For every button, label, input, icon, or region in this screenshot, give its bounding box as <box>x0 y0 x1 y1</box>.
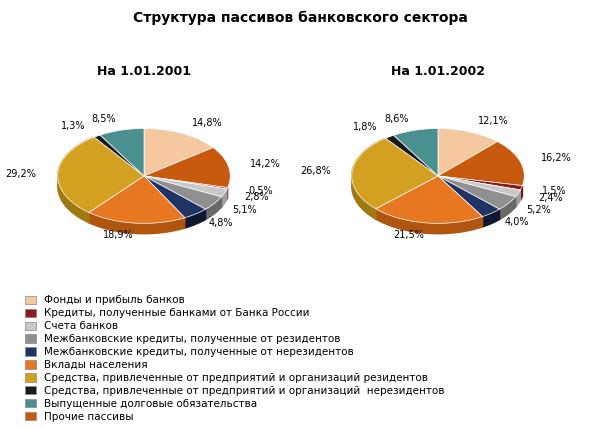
Polygon shape <box>438 176 523 190</box>
Polygon shape <box>438 129 497 176</box>
Text: 14,8%: 14,8% <box>192 118 223 128</box>
Title: На 1.01.2002: На 1.01.2002 <box>391 65 485 79</box>
Text: 8,5%: 8,5% <box>91 114 116 124</box>
Text: Структура пассивов банковского сектора: Структура пассивов банковского сектора <box>133 11 467 25</box>
Polygon shape <box>58 137 94 223</box>
Polygon shape <box>144 176 206 218</box>
Polygon shape <box>144 176 227 189</box>
Polygon shape <box>58 137 144 212</box>
Text: 4,0%: 4,0% <box>505 218 529 227</box>
Text: 2,4%: 2,4% <box>538 193 563 202</box>
Polygon shape <box>386 135 438 176</box>
Text: 1,5%: 1,5% <box>542 186 567 196</box>
Text: 12,1%: 12,1% <box>478 116 509 126</box>
Polygon shape <box>482 209 500 227</box>
Text: 21,5%: 21,5% <box>393 230 424 240</box>
Polygon shape <box>100 129 144 176</box>
Polygon shape <box>438 176 515 209</box>
Polygon shape <box>221 189 227 207</box>
Polygon shape <box>376 176 482 224</box>
Polygon shape <box>438 176 500 217</box>
Polygon shape <box>144 129 213 176</box>
Text: 16,2%: 16,2% <box>541 153 572 163</box>
Text: 8,6%: 8,6% <box>385 114 409 124</box>
Polygon shape <box>89 212 185 234</box>
Title: На 1.01.2001: На 1.01.2001 <box>97 65 191 79</box>
Legend: Фонды и прибыль банков, Кредиты, полученные банками от Банка России, Счета банко: Фонды и прибыль банков, Кредиты, получен… <box>23 293 446 424</box>
Text: 1,3%: 1,3% <box>61 121 85 131</box>
Text: 5,1%: 5,1% <box>232 205 257 215</box>
Polygon shape <box>206 197 221 220</box>
Polygon shape <box>500 196 515 220</box>
Text: 4,8%: 4,8% <box>209 218 233 228</box>
Polygon shape <box>394 129 438 176</box>
Text: 1,8%: 1,8% <box>353 122 377 132</box>
Text: 18,9%: 18,9% <box>103 230 133 240</box>
Polygon shape <box>185 209 206 228</box>
Polygon shape <box>376 209 482 234</box>
Polygon shape <box>89 176 185 224</box>
Text: 5,2%: 5,2% <box>526 205 551 215</box>
Polygon shape <box>438 176 520 196</box>
Polygon shape <box>438 142 524 186</box>
Polygon shape <box>352 138 438 209</box>
Polygon shape <box>520 186 523 200</box>
Text: 2,8%: 2,8% <box>245 192 269 202</box>
Text: 29,2%: 29,2% <box>5 169 36 178</box>
Polygon shape <box>144 176 221 209</box>
Polygon shape <box>144 176 227 197</box>
Polygon shape <box>94 135 144 176</box>
Text: 26,8%: 26,8% <box>300 166 331 176</box>
Polygon shape <box>515 190 520 207</box>
Polygon shape <box>352 138 386 219</box>
Text: 0,5%: 0,5% <box>248 187 272 196</box>
Polygon shape <box>144 148 230 187</box>
Text: 14,2%: 14,2% <box>250 160 280 169</box>
